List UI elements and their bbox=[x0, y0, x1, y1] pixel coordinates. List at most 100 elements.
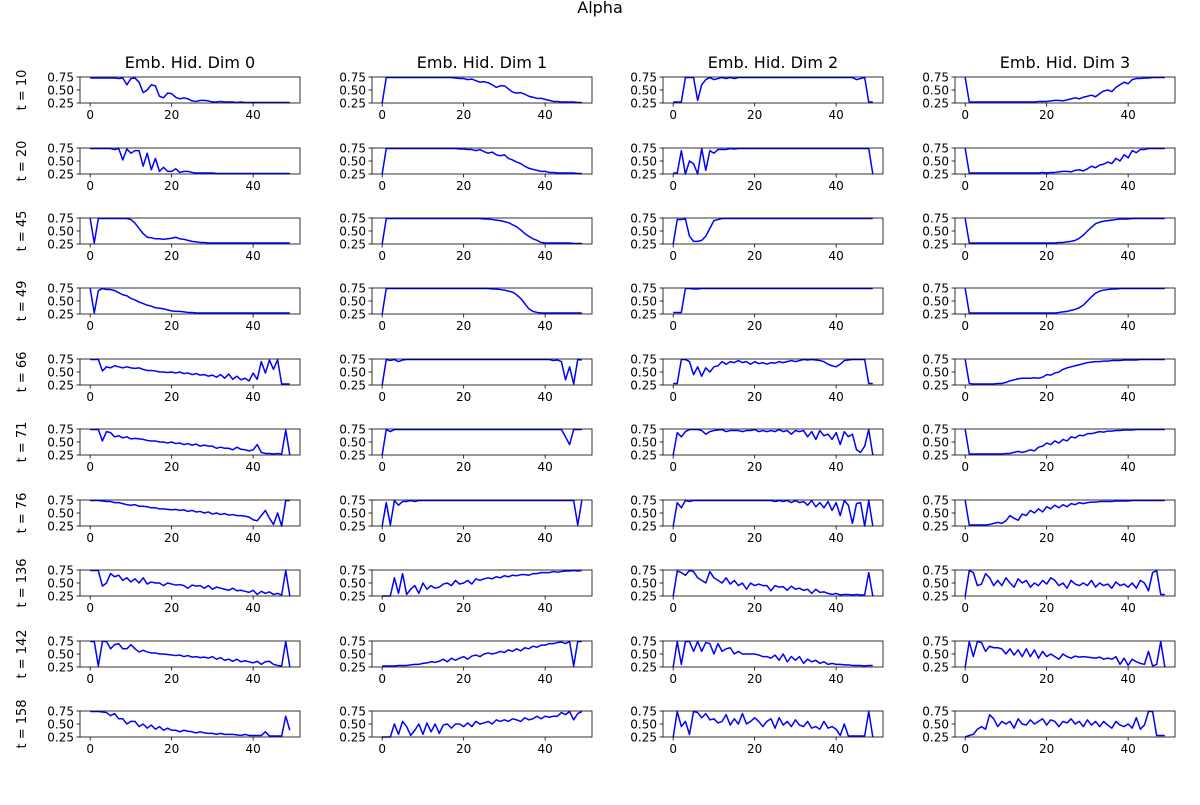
x-tick-label: 0 bbox=[378, 531, 386, 545]
row-label: t = 142 bbox=[15, 629, 30, 678]
y-tick-label: 0.75 bbox=[339, 564, 366, 578]
x-tick-label: 0 bbox=[669, 672, 677, 686]
y-tick-label: 0.50 bbox=[339, 577, 366, 591]
subplot-panel: 0.250.500.75 0 20 40 bbox=[339, 494, 593, 545]
row-label: t = 45 bbox=[15, 211, 30, 252]
subplot-panel: 0.250.500.75 0 20 40 bbox=[630, 142, 884, 193]
x-tick-label: 0 bbox=[961, 742, 969, 756]
series-line bbox=[90, 710, 291, 737]
y-tick-label: 0.75 bbox=[922, 635, 949, 649]
subplot-panel: 0.250.500.75 0 20 40 bbox=[47, 564, 301, 615]
x-tick-label: 0 bbox=[961, 179, 969, 193]
series-line bbox=[381, 428, 582, 456]
y-tick-label: 0.75 bbox=[47, 142, 74, 156]
x-tick-label: 20 bbox=[164, 601, 179, 615]
y-tick-label: 0.50 bbox=[630, 366, 657, 380]
x-tick-label: 40 bbox=[1121, 531, 1136, 545]
row-label: t = 76 bbox=[15, 493, 30, 534]
x-tick-label: 0 bbox=[86, 742, 94, 756]
y-tick-label: 0.25 bbox=[630, 379, 657, 393]
x-tick-label: 20 bbox=[164, 108, 179, 122]
x-tick-label: 20 bbox=[1039, 108, 1054, 122]
x-tick-label: 40 bbox=[829, 390, 844, 404]
y-tick-label: 0.50 bbox=[47, 436, 74, 450]
y-tick-label: 0.50 bbox=[922, 718, 949, 732]
y-tick-label: 0.50 bbox=[47, 648, 74, 662]
y-tick-label: 0.75 bbox=[630, 564, 657, 578]
x-tick-label: 0 bbox=[961, 390, 969, 404]
series-line bbox=[672, 428, 874, 456]
x-tick-label: 0 bbox=[86, 108, 94, 122]
x-tick-label: 0 bbox=[669, 531, 677, 545]
row-label: t = 49 bbox=[15, 281, 30, 322]
y-tick-label: 0.75 bbox=[339, 423, 366, 437]
y-tick-label: 0.50 bbox=[339, 436, 366, 450]
y-tick-label: 0.25 bbox=[630, 661, 657, 675]
y-tick-label: 0.50 bbox=[339, 718, 366, 732]
subplot-panel: 0.250.500.75 0 20 40 bbox=[630, 353, 884, 404]
x-tick-label: 20 bbox=[456, 179, 471, 193]
x-tick-label: 40 bbox=[246, 108, 261, 122]
x-tick-label: 0 bbox=[961, 249, 969, 263]
y-tick-label: 0.25 bbox=[47, 308, 74, 322]
series-line bbox=[964, 428, 1165, 455]
y-tick-label: 0.50 bbox=[47, 366, 74, 380]
x-tick-label: 40 bbox=[538, 179, 553, 193]
y-tick-label: 0.75 bbox=[339, 705, 366, 719]
y-tick-label: 0.25 bbox=[47, 731, 74, 745]
y-tick-label: 0.50 bbox=[339, 84, 366, 98]
y-tick-label: 0.75 bbox=[47, 423, 74, 437]
column-title: Emb. Hid. Dim 0 bbox=[125, 53, 255, 72]
figure-title: Alpha bbox=[577, 0, 623, 17]
x-tick-label: 0 bbox=[669, 601, 677, 615]
row-label: t = 10 bbox=[15, 70, 30, 111]
x-tick-label: 40 bbox=[538, 249, 553, 263]
y-tick-label: 0.75 bbox=[630, 353, 657, 367]
x-tick-label: 20 bbox=[1039, 319, 1054, 333]
y-tick-label: 0.50 bbox=[630, 225, 657, 239]
y-tick-label: 0.50 bbox=[339, 295, 366, 309]
series-line bbox=[381, 287, 582, 315]
x-tick-label: 0 bbox=[669, 249, 677, 263]
y-tick-label: 0.75 bbox=[47, 635, 74, 649]
x-tick-label: 0 bbox=[378, 249, 386, 263]
x-tick-label: 0 bbox=[86, 390, 94, 404]
row-label: t = 20 bbox=[15, 141, 30, 182]
x-tick-label: 0 bbox=[86, 179, 94, 193]
y-tick-label: 0.50 bbox=[922, 577, 949, 591]
y-tick-label: 0.25 bbox=[922, 661, 949, 675]
subplot-panel: 0.250.500.75 0 20 40 bbox=[339, 423, 593, 474]
subplot-panel: 0.250.500.75 0 20 40 bbox=[630, 423, 884, 474]
y-tick-label: 0.75 bbox=[47, 705, 74, 719]
y-tick-label: 0.25 bbox=[339, 168, 366, 182]
x-tick-label: 40 bbox=[829, 531, 844, 545]
series-line bbox=[382, 640, 582, 667]
subplot-panel: 0.250.500.75 0 20 40 bbox=[47, 212, 301, 263]
subplot-panel: 0.250.500.75 0 20 40 bbox=[47, 282, 301, 333]
x-tick-label: 20 bbox=[456, 742, 471, 756]
y-tick-label: 0.50 bbox=[630, 507, 657, 521]
x-tick-label: 40 bbox=[829, 460, 844, 474]
y-tick-label: 0.25 bbox=[922, 449, 949, 463]
x-tick-label: 40 bbox=[829, 742, 844, 756]
x-tick-label: 0 bbox=[86, 319, 94, 333]
x-tick-label: 0 bbox=[669, 460, 677, 474]
x-tick-label: 40 bbox=[246, 249, 261, 263]
y-tick-label: 0.50 bbox=[339, 155, 366, 169]
y-tick-label: 0.75 bbox=[339, 353, 366, 367]
y-tick-label: 0.25 bbox=[630, 590, 657, 604]
y-tick-label: 0.75 bbox=[339, 494, 366, 508]
x-tick-label: 40 bbox=[246, 390, 261, 404]
y-tick-label: 0.50 bbox=[922, 507, 949, 521]
x-tick-label: 40 bbox=[829, 672, 844, 686]
x-tick-label: 40 bbox=[829, 108, 844, 122]
x-tick-label: 0 bbox=[378, 672, 386, 686]
row-label: t = 158 bbox=[15, 699, 30, 748]
y-tick-label: 0.75 bbox=[339, 142, 366, 156]
series-line bbox=[672, 217, 873, 245]
y-tick-label: 0.50 bbox=[922, 366, 949, 380]
x-tick-label: 20 bbox=[747, 531, 762, 545]
x-tick-label: 40 bbox=[1121, 601, 1136, 615]
